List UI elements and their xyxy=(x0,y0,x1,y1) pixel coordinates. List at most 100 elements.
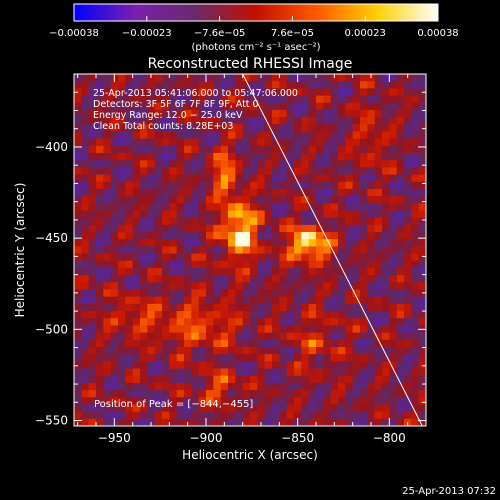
heatmap-cell xyxy=(220,88,229,97)
heatmap-cell xyxy=(389,368,398,377)
heatmap-cell xyxy=(396,411,405,420)
heatmap-cell xyxy=(191,354,200,362)
heatmap-cell xyxy=(184,361,192,370)
heatmap-cell xyxy=(257,167,266,176)
heatmap-cell xyxy=(118,210,126,219)
heatmap-cell xyxy=(74,260,82,269)
heatmap-cell xyxy=(382,224,390,233)
heatmap-cell xyxy=(81,404,90,413)
heatmap-cell xyxy=(301,382,310,391)
heatmap-cell xyxy=(264,318,273,327)
heatmap-cell xyxy=(330,124,339,133)
heatmap-cell xyxy=(154,131,163,140)
heatmap-cell xyxy=(257,411,266,420)
heatmap-cell xyxy=(110,253,119,262)
heatmap-cell xyxy=(286,411,295,420)
heatmap-cell xyxy=(235,260,244,269)
heatmap-cell xyxy=(360,117,368,125)
heatmap-cell xyxy=(162,131,170,140)
heatmap-cell xyxy=(323,224,332,233)
heatmap-cell xyxy=(235,346,244,355)
heatmap-cell xyxy=(220,253,229,262)
heatmap-cell xyxy=(316,411,324,420)
heatmap-cell xyxy=(294,260,302,269)
heatmap-cell xyxy=(140,88,148,97)
heatmap-cell xyxy=(316,138,324,147)
heatmap-cell xyxy=(418,346,426,355)
heatmap-cell xyxy=(132,224,141,233)
heatmap-cell xyxy=(264,81,273,89)
heatmap-cell xyxy=(345,397,354,406)
heatmap-cell xyxy=(176,131,185,140)
heatmap-cell xyxy=(418,354,426,362)
heatmap-cell xyxy=(154,145,163,154)
heatmap-cell xyxy=(88,210,97,219)
heatmap-cell xyxy=(228,81,236,89)
heatmap-cell xyxy=(242,418,251,426)
heatmap-cell xyxy=(418,109,426,118)
heatmap-cell xyxy=(213,368,222,377)
heatmap-cell xyxy=(272,203,280,212)
heatmap-cell xyxy=(294,167,302,176)
heatmap-cell xyxy=(235,296,244,305)
heatmap-cell xyxy=(220,311,229,319)
heatmap-cell xyxy=(118,275,126,283)
heatmap-cell xyxy=(389,318,398,327)
heatmap-cell xyxy=(250,260,258,269)
heatmap-cell xyxy=(279,296,288,305)
heatmap-cell xyxy=(220,282,229,291)
heatmap-cell xyxy=(147,404,156,413)
heatmap-cell xyxy=(389,210,398,219)
heatmap-cell xyxy=(323,296,332,305)
heatmap-cell xyxy=(389,174,398,183)
heatmap-cell xyxy=(184,296,192,305)
heatmap-cell xyxy=(338,318,346,327)
heatmap-cell xyxy=(191,303,200,312)
heatmap-cell xyxy=(411,217,420,226)
heatmap-cell xyxy=(338,224,346,233)
heatmap-cell xyxy=(360,354,368,362)
heatmap-cell xyxy=(345,196,354,204)
heatmap-cell xyxy=(323,382,332,391)
heatmap-cell xyxy=(235,224,244,233)
heatmap-cell xyxy=(74,145,82,154)
heatmap-cell xyxy=(360,181,368,190)
heatmap-cell xyxy=(74,282,82,291)
heatmap-cell xyxy=(198,81,207,89)
heatmap-cell xyxy=(198,382,207,391)
heatmap-cell xyxy=(272,253,280,262)
heatmap-cell xyxy=(110,196,119,204)
heatmap-cell xyxy=(220,181,229,190)
heatmap-cell xyxy=(396,382,405,391)
heatmap-cell xyxy=(169,145,178,154)
heatmap-cell xyxy=(96,346,104,355)
heatmap-cell xyxy=(345,74,354,82)
heatmap-cell xyxy=(323,203,332,212)
heatmap-cell xyxy=(132,339,141,348)
heatmap-cell xyxy=(257,224,266,233)
heatmap-cell xyxy=(396,404,405,413)
heatmap-cell xyxy=(88,109,97,118)
heatmap-cell xyxy=(367,217,376,226)
heatmap-cell xyxy=(162,188,170,197)
heatmap-cell xyxy=(382,246,390,255)
heatmap-cell xyxy=(404,375,412,384)
heatmap-cell xyxy=(228,102,236,111)
x-axis-ticks: −950 −900 −850 −800 xyxy=(77,74,427,445)
heatmap-cell xyxy=(301,88,310,97)
heatmap-cell xyxy=(352,217,361,226)
heatmap-cell xyxy=(176,318,185,327)
heatmap-cell xyxy=(198,311,207,319)
heatmap-cell xyxy=(360,332,368,341)
heatmap-cell xyxy=(184,109,192,118)
heatmap-cell xyxy=(352,282,361,291)
heatmap-cell xyxy=(345,224,354,233)
heatmap-cell xyxy=(198,390,207,398)
heatmap-cell xyxy=(396,325,405,334)
heatmap-cell xyxy=(147,109,156,118)
heatmap-cell xyxy=(323,210,332,219)
heatmap-cell xyxy=(140,311,148,319)
heatmap-cell xyxy=(404,232,412,240)
heatmap-cell xyxy=(404,339,412,348)
heatmap-cell xyxy=(330,203,339,212)
